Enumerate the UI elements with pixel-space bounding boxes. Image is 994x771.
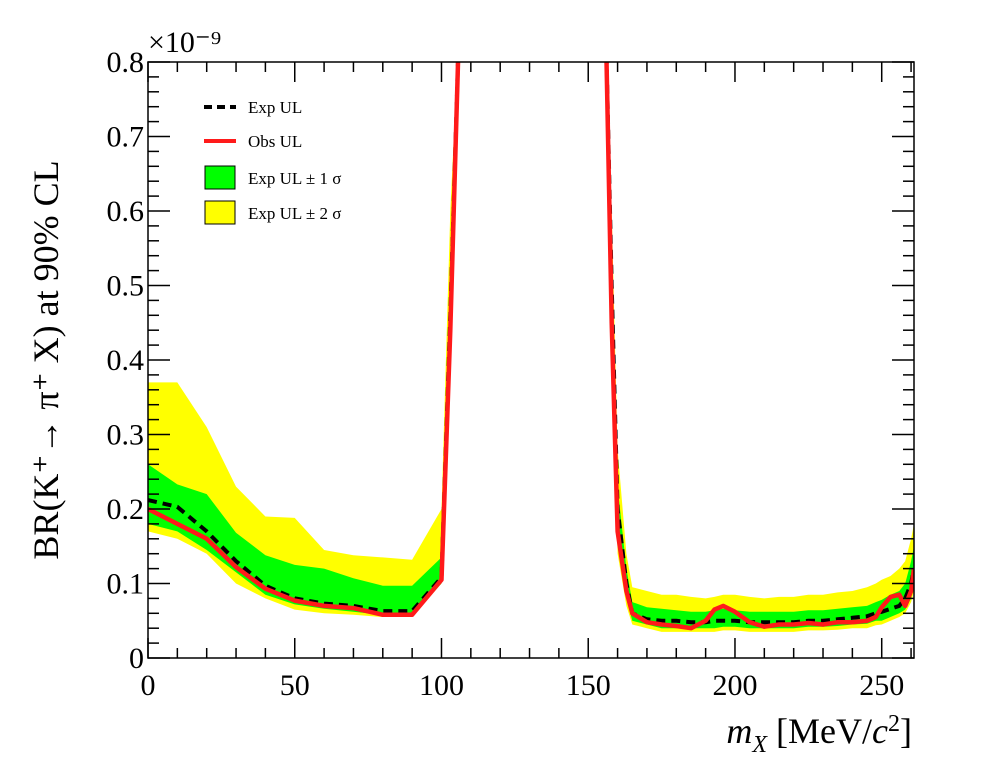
x-tick-labels: 0 50 100 150 200 250 <box>141 669 905 702</box>
x-tick-label: 200 <box>712 669 757 702</box>
lines-layer <box>148 62 914 631</box>
y-tick-label: 0.6 <box>107 195 145 228</box>
sigma2-band-segment-2 <box>606 62 914 632</box>
y-axis-title: BR(K⁺→ π⁺ X) at 90% CL <box>26 160 66 559</box>
legend-sigma2-swatch <box>204 200 236 225</box>
exp-ul-line-segment-1 <box>148 62 460 614</box>
x-axis-title-main: m <box>726 711 752 751</box>
y-tick-label: 0 <box>129 642 144 675</box>
x-tick-label: 150 <box>566 669 611 702</box>
y-tick-label: 0.1 <box>107 568 145 601</box>
x-axis-title-unit-open: [MeV/ <box>767 711 872 751</box>
y-tick-labels: 0 0.1 0.2 0.3 0.4 0.5 0.6 0.7 0.8 <box>107 46 145 675</box>
sigma1-band-segment-2 <box>606 62 914 629</box>
legend-sigma1-swatch <box>204 165 236 190</box>
y-tick-label: 0.4 <box>107 344 145 377</box>
x-axis-title-sup: 2 <box>888 711 900 737</box>
x-tick-label: 100 <box>419 669 464 702</box>
legend-obs-label: Obs UL <box>248 132 302 151</box>
x-tick-label: 0 <box>141 669 156 702</box>
x-axis-title: mX [MeV/c2] <box>726 711 912 758</box>
y-tick-label: 0.3 <box>107 419 145 452</box>
y-tick-label: 0.2 <box>107 493 145 526</box>
y-tick-label: 0.8 <box>107 46 145 79</box>
obs-ul-line-segment-2 <box>604 62 914 631</box>
exp-ul-line-segment-2 <box>604 62 914 625</box>
x-tick-label: 250 <box>859 669 904 702</box>
axis-ticks <box>147 61 914 659</box>
legend-sigma1-label: Exp UL ± 1 σ <box>248 169 341 188</box>
obs-ul-line-segment-1 <box>148 62 461 618</box>
sigma2-band-segment-1 <box>148 62 459 617</box>
y-scale-label: ×10⁻⁹ <box>148 26 221 59</box>
legend: Exp UL Obs UL Exp UL ± 1 σ Exp UL ± 2 σ <box>204 98 341 225</box>
x-axis-title-c: c <box>872 711 888 751</box>
bands-layer <box>148 62 914 632</box>
sigma1-band-segment-1 <box>148 62 459 615</box>
legend-exp-label: Exp UL <box>248 98 302 117</box>
y-tick-label: 0.7 <box>107 121 145 154</box>
y-tick-label: 0.5 <box>107 270 145 303</box>
x-axis-title-sub: X <box>751 732 768 758</box>
x-tick-label: 50 <box>280 669 310 702</box>
x-axis-title-unit-close: ] <box>900 711 912 751</box>
legend-sigma2-label: Exp UL ± 2 σ <box>248 204 341 223</box>
